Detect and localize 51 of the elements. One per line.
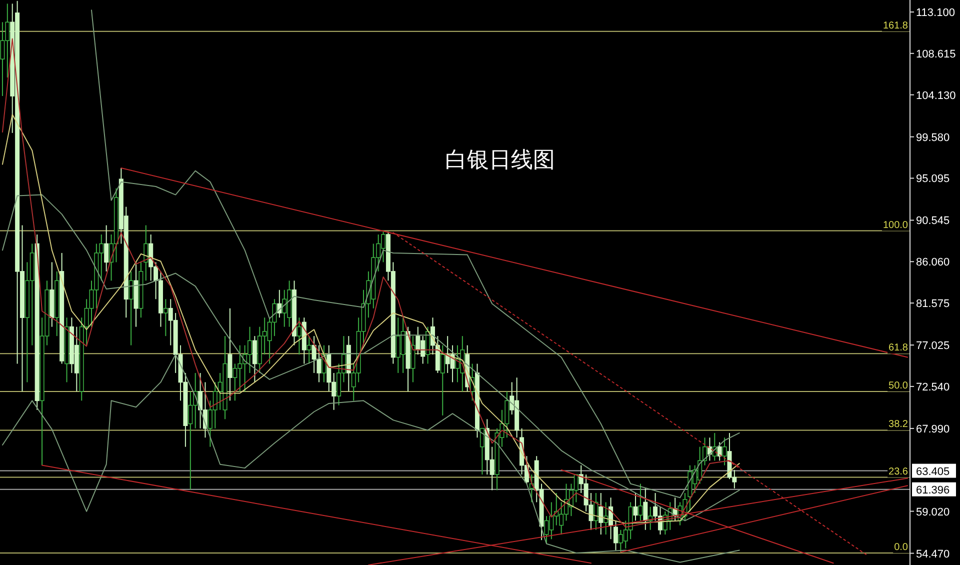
annotation: 38.2 [888,419,908,430]
y-tick-label: 72.540 [916,381,950,394]
y-tick-label: 81.575 [916,298,950,310]
candlestick [504,390,510,438]
ref-line-label: 61.396 [916,484,950,496]
y-tick-label: 113.100 [916,7,955,19]
candlestick [50,262,54,328]
candlestick [292,280,297,346]
y-tick-label: 104.130 [916,90,956,102]
line-series [2,114,740,524]
y-tick-label: 108.615 [916,48,956,60]
annotation: 61.8 [888,342,908,354]
annotation: 0.0 [894,542,908,553]
y-tick-label: 77.025 [916,340,950,352]
candlestick [252,336,257,383]
candlestick [104,224,109,272]
annotation: 100.0 [882,220,908,231]
y-tick-label: 67.990 [916,423,950,436]
candlestick [134,262,138,328]
annotation: 23.6 [888,466,908,478]
candlestick [638,483,643,522]
candlestick [296,317,302,356]
candlestick [138,262,144,318]
y-tick-label: 54.470 [916,548,950,560]
text: 白银日线图 [445,147,555,172]
candlestick [633,492,638,522]
y-tick-label: 99.580 [916,132,950,144]
y-tick-label: 86.060 [916,256,950,269]
candlestick [128,270,134,346]
annotation: 161.8 [882,20,908,32]
candlestick [306,336,312,364]
candlestick [54,270,60,337]
candlestick [34,234,40,410]
line-series [90,10,740,498]
candlestick [440,344,445,416]
line-series [2,354,740,563]
annotation: 50.0 [888,380,908,392]
candlestick [598,492,604,536]
candlestick [722,437,727,466]
y-tick-label: 59.020 [916,506,950,518]
candlestick [228,308,232,402]
ref-line-label: 63.405 [916,466,950,478]
candlestick [643,488,648,530]
candlestick [604,502,608,536]
line-series [2,194,740,522]
candlestick [346,336,351,392]
y-tick-label: 95.095 [916,173,950,186]
y-tick-label: 90.545 [916,215,950,228]
candlestick [64,317,70,383]
candlestick [163,298,168,337]
candlestick [410,336,416,383]
